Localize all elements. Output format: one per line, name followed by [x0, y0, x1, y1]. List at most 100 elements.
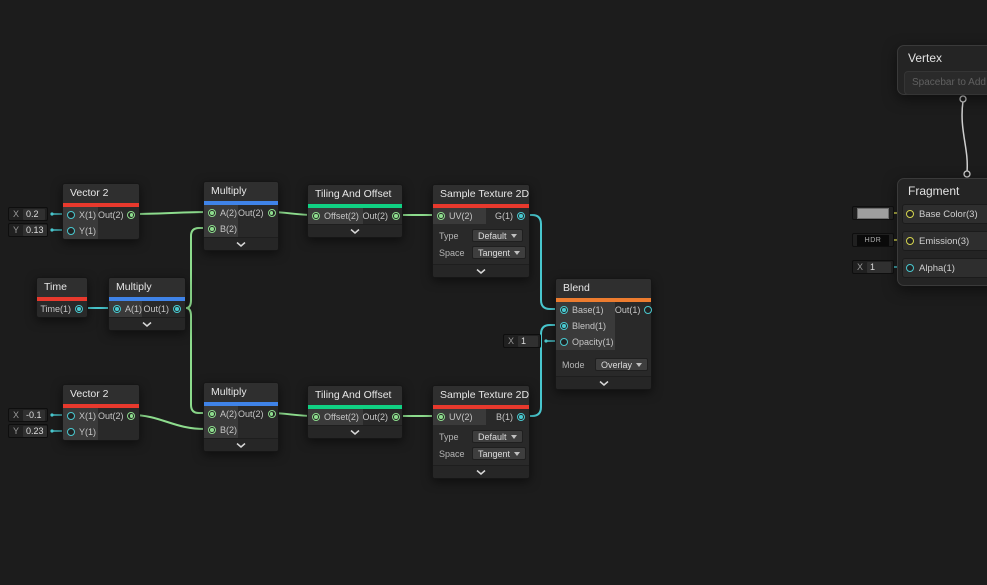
- field-base-color-swatch[interactable]: [852, 206, 894, 220]
- dropdown-arrow-icon: [636, 362, 643, 367]
- dropdown-value: Default: [478, 230, 507, 241]
- field-value[interactable]: 0.23: [23, 425, 47, 437]
- port-base-input[interactable]: [560, 306, 568, 314]
- node-vector2-bottom[interactable]: Vector 2 X(1) Out(2) Y(1): [62, 384, 140, 441]
- port-a-input[interactable]: [208, 410, 216, 418]
- block-base-color[interactable]: Base Color(3): [902, 204, 987, 224]
- field-value[interactable]: 0.2: [23, 208, 45, 220]
- port-uv-input[interactable]: [437, 413, 445, 421]
- port-out[interactable]: [644, 306, 653, 314]
- node-fragment-context[interactable]: Fragment Base Color(3) Emission(3) Alpha…: [897, 178, 987, 286]
- port-out[interactable]: [392, 212, 401, 220]
- type-dropdown[interactable]: Default: [472, 430, 523, 443]
- port-b-input[interactable]: [208, 225, 216, 233]
- port-y-input[interactable]: [67, 428, 75, 436]
- field-y-top[interactable]: Y 0.13: [8, 223, 48, 237]
- node-title: Multiply: [204, 182, 278, 201]
- field-value[interactable]: -0.1: [23, 409, 45, 421]
- setting-label: Space: [439, 448, 465, 459]
- port-label: Time(1): [40, 304, 71, 314]
- port-out[interactable]: [267, 410, 276, 418]
- hdr-color-field[interactable]: HDR: [857, 234, 889, 246]
- wire-multiplymid-to-multiplytop-b[interactable]: [185, 227, 210, 309]
- node-tiling-bottom[interactable]: Tiling And Offset Offset(2) Out(2): [307, 385, 403, 439]
- port-time-out[interactable]: [75, 305, 83, 313]
- field-label: X: [13, 209, 20, 219]
- collapse-chevron-icon[interactable]: [556, 376, 651, 389]
- port-out[interactable]: [127, 412, 136, 420]
- add-block-placeholder[interactable]: Spacebar to Add: [904, 71, 987, 95]
- node-blend[interactable]: Blend Base(1) Out(1) Blend(1) Opacity(1)…: [555, 278, 653, 390]
- dropdown-arrow-icon: [511, 233, 517, 238]
- field-value[interactable]: 0.13: [23, 224, 47, 236]
- type-dropdown[interactable]: Default: [472, 229, 523, 242]
- node-multiply-mid[interactable]: Multiply A(1) Out(1): [108, 277, 186, 331]
- collapse-chevron-icon[interactable]: [433, 264, 529, 277]
- port-offset-input[interactable]: [312, 212, 320, 220]
- node-title: Tiling And Offset: [308, 185, 402, 204]
- mode-dropdown[interactable]: Overlay: [595, 358, 649, 371]
- port-x-input[interactable]: [67, 211, 75, 219]
- collapse-chevron-icon[interactable]: [204, 237, 278, 250]
- context-title: Vertex: [908, 51, 943, 65]
- port-emission-input[interactable]: [906, 237, 914, 245]
- node-multiply-bottom[interactable]: Multiply A(2) Out(2) B(2): [203, 382, 279, 452]
- wire-samplebottom-to-blend-blend[interactable]: [521, 324, 562, 417]
- port-out[interactable]: [392, 413, 401, 421]
- node-vertex-context[interactable]: Vertex Spacebar to Add: [897, 45, 987, 95]
- port-g-out[interactable]: [517, 212, 525, 220]
- space-dropdown[interactable]: Tangent: [472, 447, 527, 460]
- dropdown-value: Overlay: [601, 359, 633, 370]
- port-a-input[interactable]: [208, 209, 216, 217]
- port-alpha-input[interactable]: [906, 264, 914, 272]
- field-y-bottom[interactable]: Y 0.23: [8, 424, 48, 438]
- field-opacity[interactable]: X 1: [503, 334, 541, 348]
- wire-vertex-to-fragment[interactable]: [961, 100, 969, 173]
- field-value[interactable]: 1: [518, 335, 538, 347]
- port-out[interactable]: [173, 305, 181, 313]
- block-emission[interactable]: Emission(3): [902, 231, 987, 251]
- node-stripe: [433, 405, 529, 409]
- color-swatch[interactable]: [857, 207, 889, 219]
- node-multiply-top[interactable]: Multiply A(2) Out(2) B(2): [203, 181, 279, 251]
- wire-vec2top-to-multiplytop-a[interactable]: [130, 211, 211, 215]
- port-offset-input[interactable]: [312, 413, 320, 421]
- port-opacity-input[interactable]: [560, 338, 568, 346]
- node-stripe: [37, 297, 87, 301]
- collapse-chevron-icon[interactable]: [109, 317, 185, 330]
- node-sample-texture-top[interactable]: Sample Texture 2D UV(2) G(1) Type Defaul…: [432, 184, 530, 278]
- port-blend-input[interactable]: [560, 322, 568, 330]
- node-vector2-top[interactable]: Vector 2 X(1) Out(2) Y(1): [62, 183, 140, 240]
- port-y-input[interactable]: [67, 227, 75, 235]
- field-value[interactable]: 1: [867, 261, 891, 273]
- node-sample-texture-bottom[interactable]: Sample Texture 2D UV(2) B(1) Type Defaul…: [432, 385, 530, 479]
- port-base-color-input[interactable]: [906, 210, 914, 218]
- field-alpha[interactable]: X 1: [852, 260, 894, 274]
- port-a-input[interactable]: [113, 305, 121, 313]
- node-tiling-top[interactable]: Tiling And Offset Offset(2) Out(2): [307, 184, 403, 238]
- node-time[interactable]: Time Time(1): [36, 277, 88, 318]
- port-label: B(1): [495, 412, 513, 422]
- field-emission-hdr[interactable]: HDR: [852, 233, 894, 247]
- port-out[interactable]: [127, 211, 136, 219]
- port-label: Out(1): [143, 304, 169, 314]
- wire-multiplymid-to-multiplybottom-a[interactable]: [185, 307, 210, 414]
- field-x-bottom[interactable]: X -0.1: [8, 408, 48, 422]
- collapse-chevron-icon[interactable]: [204, 438, 278, 451]
- port-b-input[interactable]: [208, 426, 216, 434]
- field-x-top[interactable]: X 0.2: [8, 207, 48, 221]
- collapse-chevron-icon[interactable]: [433, 465, 529, 478]
- wire-sampletop-to-blend-base[interactable]: [521, 214, 562, 310]
- block-alpha[interactable]: Alpha(1): [902, 258, 987, 278]
- port-uv-input[interactable]: [437, 212, 445, 220]
- port-x-input[interactable]: [67, 412, 75, 420]
- collapse-chevron-icon[interactable]: [308, 425, 402, 438]
- node-title: Blend: [556, 279, 651, 298]
- port-label: G(1): [495, 211, 513, 221]
- collapse-chevron-icon[interactable]: [308, 224, 402, 237]
- wire-vec2bottom-to-multiplybottom-b[interactable]: [130, 414, 210, 430]
- port-b-out[interactable]: [517, 413, 525, 421]
- port-out[interactable]: [267, 209, 276, 217]
- space-dropdown[interactable]: Tangent: [472, 246, 527, 259]
